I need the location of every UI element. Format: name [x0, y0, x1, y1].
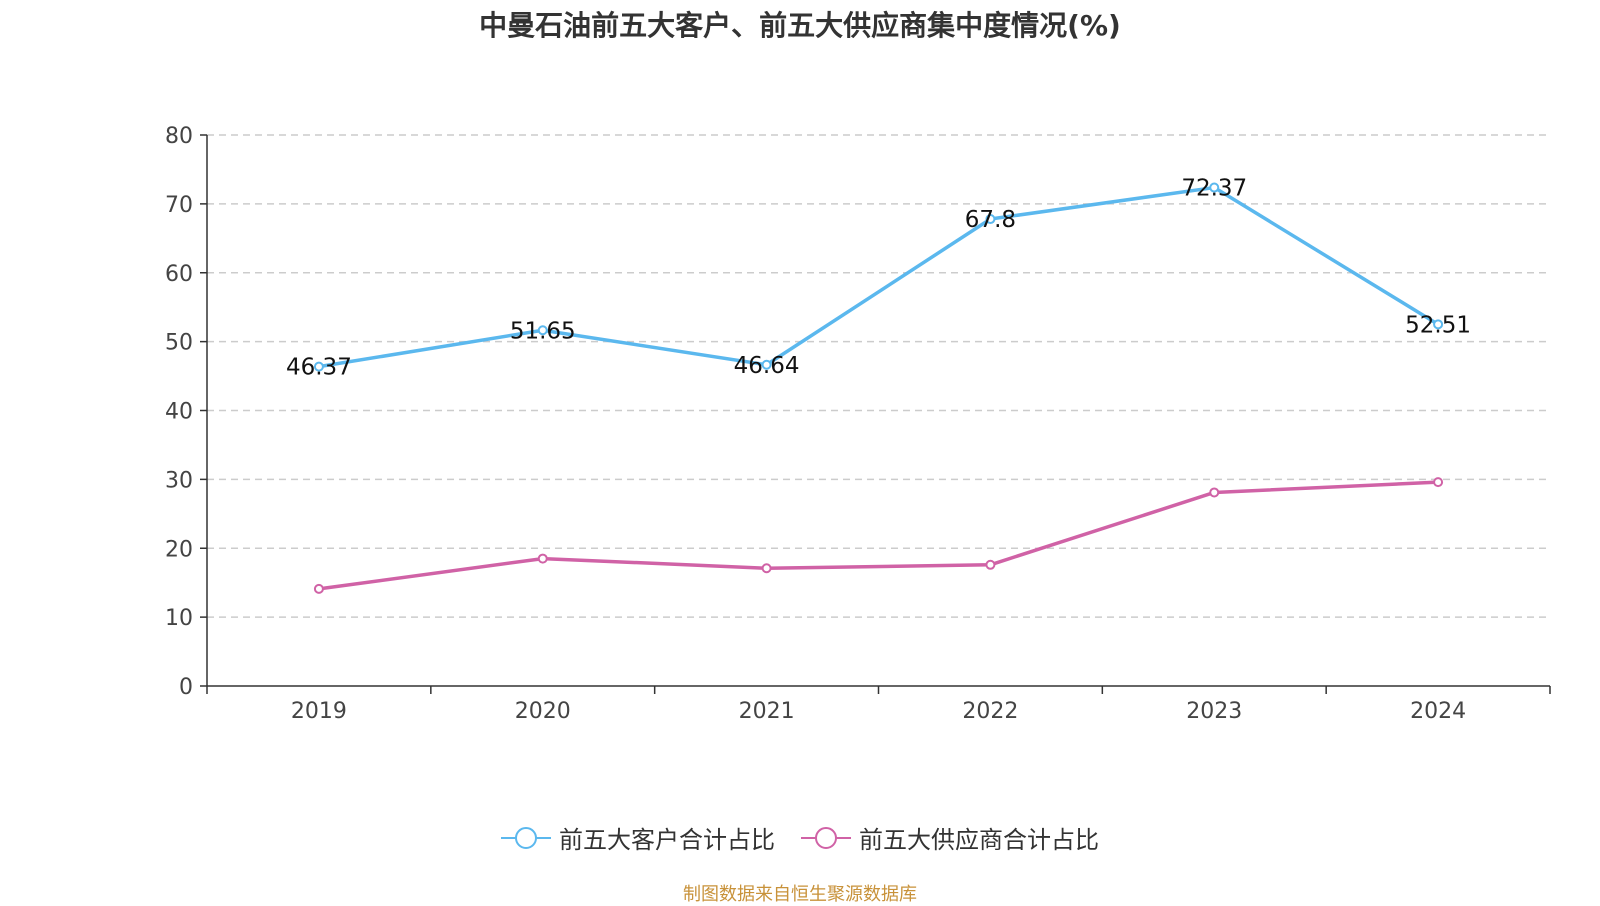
data-point-1 — [537, 553, 548, 564]
data-point-0 — [1433, 319, 1444, 330]
data-point-1 — [985, 559, 996, 570]
y-tick-label: 60 — [165, 262, 193, 287]
legend-marker-customers — [501, 826, 551, 849]
data-point-1 — [1433, 477, 1444, 488]
y-tick-label: 40 — [165, 400, 193, 425]
legend-marker-suppliers — [801, 826, 851, 849]
y-tick-label: 10 — [165, 606, 193, 631]
x-tick-label: 2021 — [739, 699, 795, 724]
y-tick-label: 50 — [165, 331, 193, 356]
data-point-0 — [537, 325, 548, 336]
x-tick-label: 2019 — [291, 699, 347, 724]
y-tick-label: 0 — [179, 675, 193, 700]
legend: 前五大客户合计占比 前五大供应商合计占比 — [0, 820, 1600, 855]
legend-label-customers: 前五大客户合计占比 — [559, 826, 775, 854]
data-point-1 — [761, 563, 772, 574]
data-label: 46.64 — [734, 353, 800, 379]
x-tick-label: 2022 — [962, 699, 1018, 724]
x-tick-label: 2020 — [515, 699, 571, 724]
data-point-0 — [313, 361, 324, 372]
y-tick-label: 80 — [165, 124, 193, 149]
y-tick-label: 70 — [165, 193, 193, 218]
series-line-0 — [318, 185, 1439, 369]
legend-item-suppliers[interactable]: 前五大供应商合计占比 — [801, 820, 1099, 855]
chart-title: 中曼石油前五大客户、前五大供应商集中度情况(%) — [479, 9, 1121, 42]
data-label: 51.65 — [510, 318, 576, 344]
data-point-0 — [985, 214, 996, 225]
legend-item-customers[interactable]: 前五大客户合计占比 — [501, 820, 775, 855]
legend-label-suppliers: 前五大供应商合计占比 — [859, 826, 1099, 854]
y-tick-label: 20 — [165, 537, 193, 562]
source-note: 制图数据来自恒生聚源数据库 — [683, 884, 917, 905]
x-tick-label: 2024 — [1410, 699, 1466, 724]
data-point-0 — [1209, 182, 1220, 193]
data-point-0 — [761, 359, 772, 370]
x-tick-label: 2023 — [1186, 699, 1242, 724]
data-point-1 — [1209, 487, 1220, 498]
y-tick-label: 30 — [165, 468, 193, 493]
data-label: 67.8 — [965, 207, 1016, 233]
line-chart: 0 10 20 30 40 50 60 70 80 2019 2020 2021 2022 2023 202… — [165, 124, 1551, 724]
data-label: 72.37 — [1181, 176, 1247, 202]
series-line-1 — [318, 480, 1439, 591]
data-label: 52.51 — [1405, 312, 1471, 338]
data-label: 46.37 — [286, 355, 352, 381]
data-point-1 — [313, 583, 324, 594]
